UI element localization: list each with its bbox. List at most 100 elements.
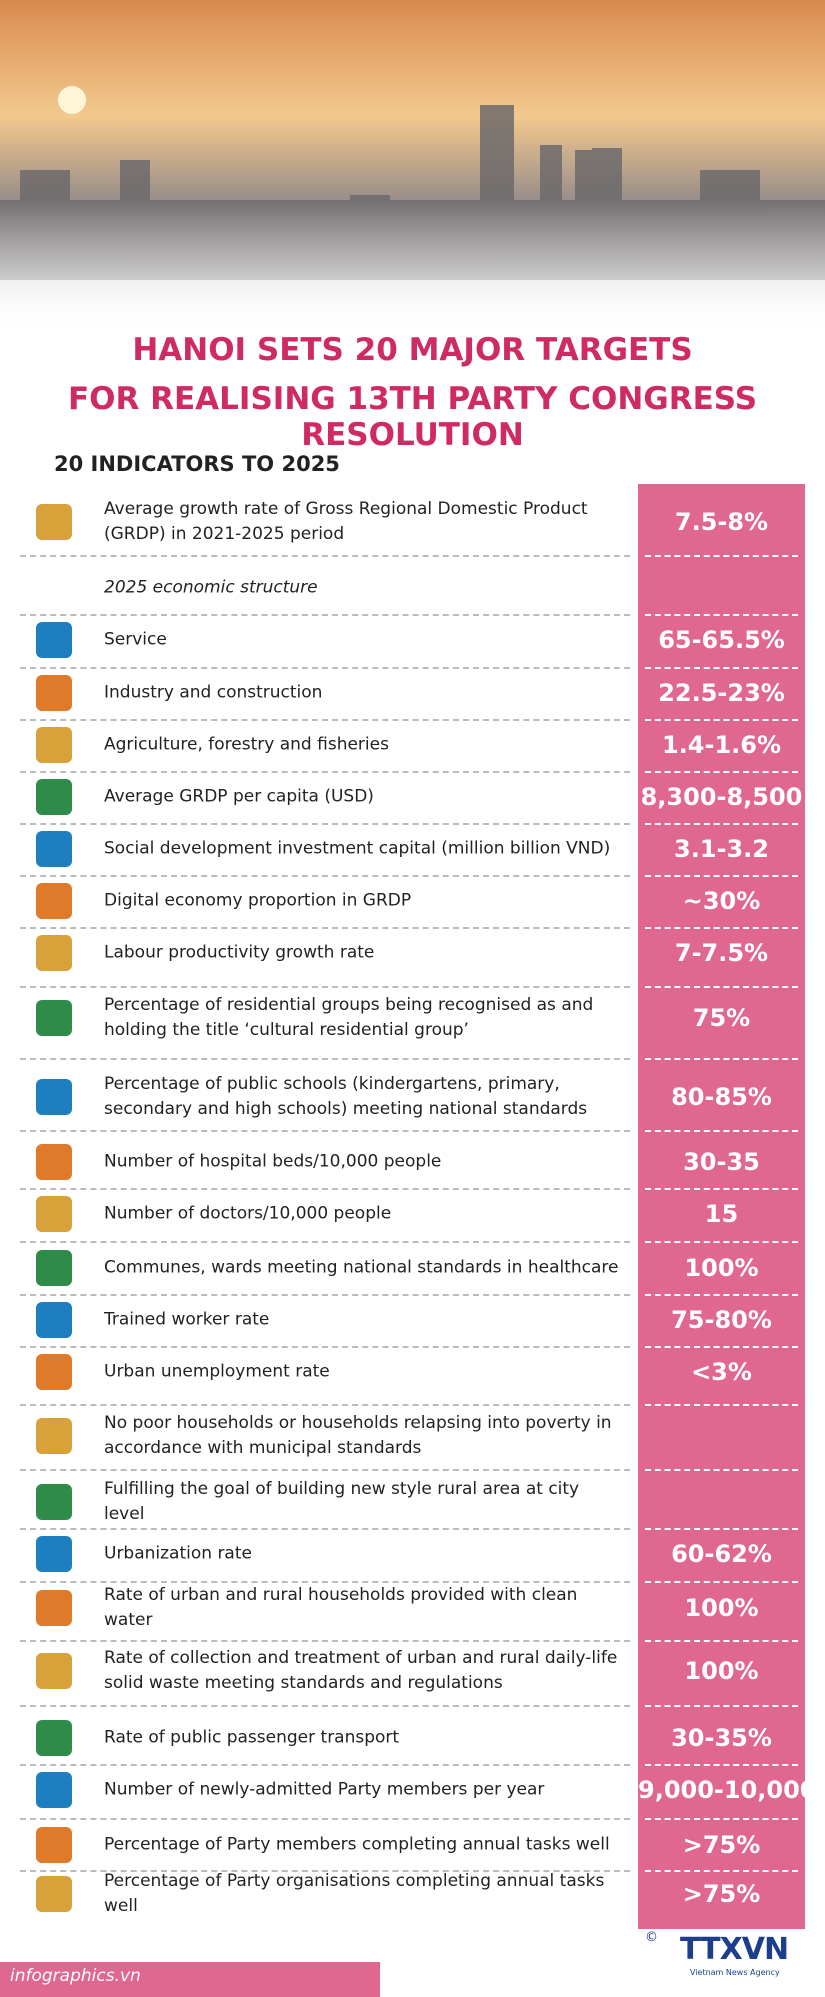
row-icon <box>36 727 72 763</box>
copyright: © <box>645 1930 658 1945</box>
separator <box>20 614 630 616</box>
row-label: Urban unemployment rate <box>104 1361 330 1382</box>
separator <box>20 986 630 988</box>
separator <box>645 667 798 669</box>
separator <box>20 667 630 669</box>
row-label: Rate of collection and treatment of urba… <box>104 1648 618 1693</box>
separator <box>645 875 798 877</box>
separator <box>645 719 798 721</box>
footer-logo: TTXVN <box>680 1932 789 1967</box>
separator <box>645 1188 798 1190</box>
row-value: 100% <box>684 1657 759 1685</box>
row-label: Rate of public passenger transport <box>104 1727 400 1748</box>
header-photo <box>0 0 825 330</box>
row-icon <box>36 1302 72 1338</box>
row-label: Percentage of public schools (kindergart… <box>104 1074 588 1119</box>
row-value: 65-65.5% <box>658 626 785 654</box>
separator <box>645 1241 798 1243</box>
row-value: 75% <box>692 1004 751 1032</box>
row-label: Labour productivity growth rate <box>104 942 375 963</box>
separator <box>20 1404 630 1406</box>
row-label: Fulfilling the goal of building new styl… <box>104 1479 580 1524</box>
separator <box>645 927 798 929</box>
row-value: 22.5-23% <box>658 679 785 707</box>
row-label: Number of newly-admitted Party members p… <box>104 1779 545 1800</box>
row-value: 15 <box>704 1200 739 1228</box>
row-value: 8,300-8,500 <box>640 783 803 811</box>
row-value: 30-35% <box>671 1724 772 1752</box>
separator <box>645 1705 798 1707</box>
row-value: 9,000-10,000 <box>638 1776 817 1804</box>
separator <box>20 927 630 929</box>
value-column <box>638 484 805 1929</box>
row-value: 3.1-3.2 <box>674 835 769 863</box>
row-icon <box>36 831 72 867</box>
separator <box>645 823 798 825</box>
row-label: Industry and construction <box>104 682 323 703</box>
row-icon <box>36 1772 72 1808</box>
row-label: Percentage of residential groups being r… <box>104 995 594 1040</box>
separator <box>645 1528 798 1530</box>
row-label: Rate of urban and rural households provi… <box>104 1585 578 1630</box>
separator <box>20 1241 630 1243</box>
footer-site: infographics.vn <box>10 1966 141 1986</box>
separator <box>20 1764 630 1766</box>
row-value: 75-80% <box>671 1306 772 1334</box>
separator <box>20 719 630 721</box>
separator <box>20 1818 630 1820</box>
row-value: >75% <box>682 1880 761 1908</box>
row-icon <box>36 1354 72 1390</box>
separator <box>20 823 630 825</box>
row-label: Social development investment capital (m… <box>104 838 611 859</box>
separator <box>645 1870 798 1872</box>
separator <box>20 771 630 773</box>
row-value: 80-85% <box>671 1083 772 1111</box>
footer-agency: Vietnam News Agency <box>690 1968 780 1977</box>
separator <box>645 1640 798 1642</box>
row-icon <box>36 504 72 540</box>
separator <box>20 1705 630 1707</box>
row-label: Percentage of Party organisations comple… <box>104 1871 605 1916</box>
row-label: Communes, wards meeting national standar… <box>104 1257 619 1278</box>
row-icon <box>36 779 72 815</box>
row-value: ~30% <box>682 887 761 915</box>
separator <box>20 1346 630 1348</box>
separator <box>20 1528 630 1530</box>
row-icon <box>36 1536 72 1572</box>
row-icon <box>36 675 72 711</box>
row-icon <box>36 1196 72 1232</box>
row-label: Service <box>104 629 167 650</box>
footer-band <box>0 1962 380 1997</box>
row-icon <box>36 1720 72 1756</box>
separator <box>645 1818 798 1820</box>
row-icon <box>36 1590 72 1626</box>
row-icon <box>36 1000 72 1036</box>
section-heading: 2025 economic structure <box>104 577 318 598</box>
separator <box>645 1130 798 1132</box>
row-label: No poor households or households relapsi… <box>104 1413 612 1458</box>
separator <box>645 555 798 557</box>
separator <box>645 1294 798 1296</box>
row-value: 7.5-8% <box>674 508 769 536</box>
row-value: 30-35 <box>683 1148 760 1176</box>
row-icon <box>36 622 72 658</box>
row-label: Digital economy proportion in GRDP <box>104 890 412 911</box>
separator <box>20 1294 630 1296</box>
separator <box>645 1346 798 1348</box>
separator <box>645 771 798 773</box>
row-icon <box>36 1418 72 1454</box>
subtitle: 20 INDICATORS TO 2025 <box>54 452 340 476</box>
row-value: 1.4-1.6% <box>661 731 782 759</box>
row-icon <box>36 1144 72 1180</box>
separator <box>20 555 630 557</box>
separator <box>645 1404 798 1406</box>
row-value: 7-7.5% <box>674 939 769 967</box>
row-value: 60-62% <box>671 1540 772 1568</box>
row-label: Percentage of Party members completing a… <box>104 1834 610 1855</box>
row-icon <box>36 1250 72 1286</box>
row-icon <box>36 1484 72 1520</box>
separator <box>20 1870 630 1872</box>
row-icon <box>36 1653 72 1689</box>
separator <box>645 1764 798 1766</box>
separator <box>645 1469 798 1471</box>
